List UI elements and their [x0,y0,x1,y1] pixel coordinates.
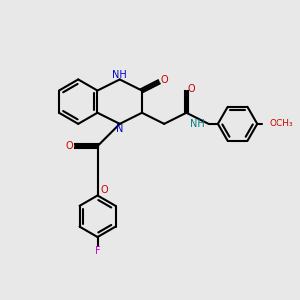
Text: NH: NH [112,70,127,80]
Text: O: O [100,185,108,196]
Text: N: N [116,124,123,134]
Text: O: O [65,141,73,151]
Text: OCH₃: OCH₃ [269,119,293,128]
Text: NH: NH [190,119,205,129]
Text: O: O [188,84,196,94]
Text: F: F [95,246,100,256]
Text: O: O [160,75,168,85]
